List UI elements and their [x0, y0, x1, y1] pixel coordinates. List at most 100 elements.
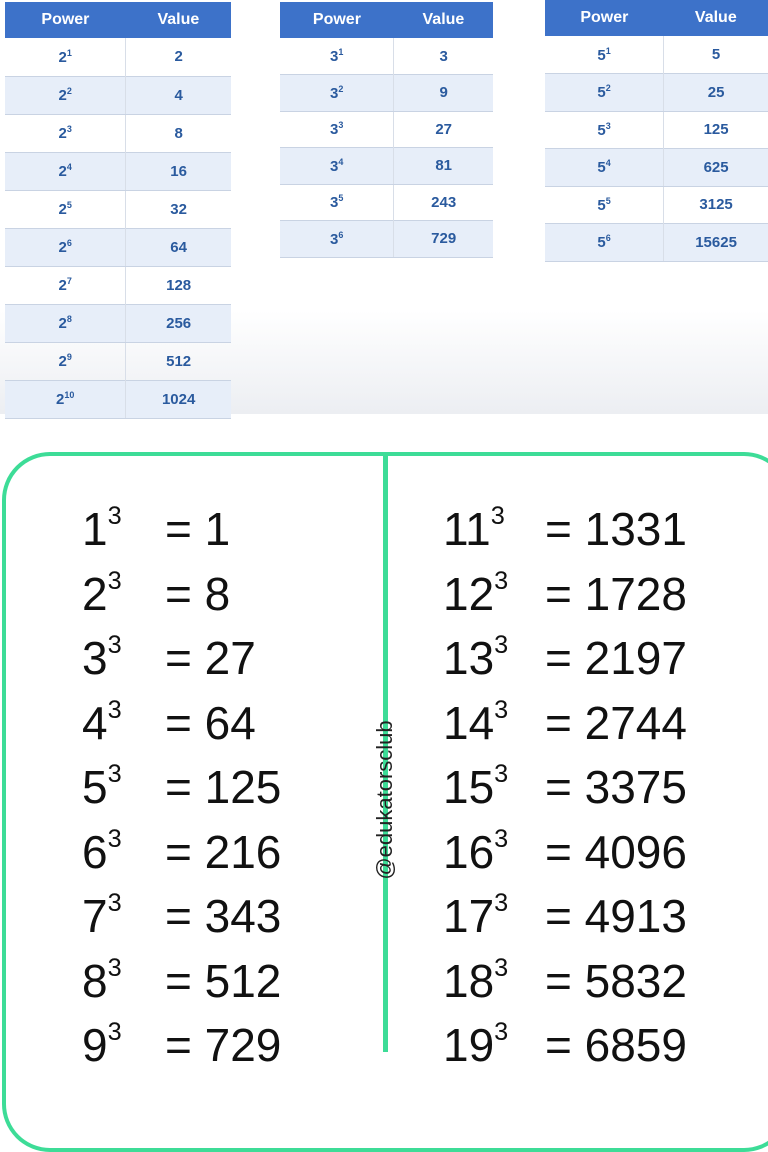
table-row: 55 3125 [545, 186, 768, 224]
value-cell: 81 [393, 147, 493, 185]
value-cell: 3 [439, 47, 448, 65]
cube-base: 163 [443, 824, 509, 878]
cube-base: 13 [82, 502, 122, 555]
power-cell: 32 [280, 74, 395, 112]
power-cell: 21 [5, 38, 127, 76]
cube-value: = 125 [165, 761, 282, 813]
power-cell: 55 [545, 186, 665, 224]
cube-value: = 729 [165, 1019, 282, 1071]
value-cell: 9 [393, 74, 493, 112]
power-cell: 210 [5, 379, 127, 419]
table-row: 36 729 [280, 220, 493, 258]
value-cell: 512 [166, 352, 192, 370]
cube-base: 113 [443, 502, 505, 555]
cube-base: 63 [82, 824, 122, 878]
value-cell: 15625 [663, 223, 768, 262]
power-cell: 51 [545, 36, 665, 74]
power-cell: 53 [545, 111, 665, 149]
table-row: 52 25 [545, 73, 768, 112]
cube-value: = 4096 [545, 825, 687, 878]
table-row: 51 5 [545, 36, 768, 74]
value-cell: 1024 [125, 379, 231, 419]
table-row: 210 1024 [5, 379, 231, 419]
watermark: @edukatorsclub [372, 720, 397, 880]
table-row: 27 128 [5, 266, 231, 304]
powers-table-1: Power Value 21 2 22 4 23 8 24 16 25 32 26 64 27 128 28 25… [5, 2, 231, 419]
cube-base: 153 [443, 760, 509, 813]
column-header: Power [545, 0, 664, 36]
power-cell: 35 [280, 184, 395, 221]
table-row: 26 64 [5, 227, 231, 267]
value-cell: 64 [125, 227, 231, 267]
table-row: 23 8 [5, 114, 231, 152]
value-cell: 32 [170, 200, 187, 218]
cube-base: 133 [443, 631, 509, 684]
power-cell: 22 [5, 75, 127, 115]
column-header: Value [393, 2, 493, 38]
cube-value: = 8 [165, 567, 231, 620]
table-header: Power Value [545, 0, 768, 36]
power-cell: 24 [5, 151, 127, 191]
cube-value: = 4913 [545, 890, 687, 942]
power-cell: 29 [5, 342, 127, 380]
cube-value: = 6859 [545, 1019, 687, 1071]
cube-base: 23 [82, 566, 122, 620]
cubes-divider [383, 452, 388, 1052]
cube-value: = 5832 [545, 954, 687, 1007]
table-row: 53 125 [545, 111, 768, 149]
value-cell: 729 [393, 220, 493, 258]
cube-base: 143 [443, 695, 509, 749]
value-cell: 5 [711, 46, 721, 63]
table-row: 34 81 [280, 147, 493, 185]
value-cell: 625 [663, 148, 768, 187]
power-cell: 26 [5, 227, 127, 267]
value-cell: 4 [125, 75, 231, 115]
table-row: 56 15625 [545, 223, 768, 262]
cube-base: 183 [443, 953, 509, 1007]
value-cell: 243 [431, 193, 457, 211]
table-row: 29 512 [5, 342, 231, 380]
table-row: 54 625 [545, 148, 768, 187]
value-cell: 16 [125, 151, 231, 191]
value-cell: 128 [166, 276, 192, 294]
cube-base: 33 [82, 631, 122, 684]
table-header: Power Value [280, 2, 493, 38]
power-cell: 54 [545, 148, 665, 187]
column-header: Value [663, 0, 768, 36]
cube-value: = 1331 [545, 503, 687, 555]
cube-base: 73 [82, 889, 122, 942]
column-header: Power [5, 2, 126, 38]
cube-base: 53 [82, 760, 122, 813]
power-cell: 52 [545, 73, 665, 112]
cube-value: = 216 [165, 825, 282, 878]
table-row: 25 32 [5, 190, 231, 228]
cube-value: = 1728 [545, 567, 687, 620]
value-cell: 256 [125, 303, 231, 343]
power-cell: 25 [5, 190, 127, 228]
power-cell: 27 [5, 266, 127, 304]
table-row: 35 243 [280, 184, 493, 221]
table-row: 24 16 [5, 151, 231, 191]
table-row: 22 4 [5, 75, 231, 115]
table-row: 31 3 [280, 38, 493, 75]
table-row: 28 256 [5, 303, 231, 343]
cube-base: 123 [443, 566, 509, 620]
power-cell: 28 [5, 303, 127, 343]
value-cell: 3125 [699, 196, 733, 214]
cube-base: 193 [443, 1018, 509, 1071]
table-header: Power Value [5, 2, 231, 38]
power-cell: 36 [280, 220, 395, 258]
value-cell: 8 [174, 124, 183, 142]
column-header: Power [280, 2, 394, 38]
cube-base: 93 [82, 1018, 122, 1071]
cube-value: = 1 [165, 503, 231, 555]
cube-value: = 343 [165, 890, 282, 942]
cube-value: = 512 [165, 954, 282, 1007]
power-cell: 23 [5, 114, 127, 152]
cube-value: = 2744 [545, 696, 687, 749]
cube-value: = 27 [165, 632, 256, 684]
powers-table-2: Power Value 31 3 32 9 33 27 34 81 35 243 36 729 [280, 2, 493, 258]
value-cell: 2 [174, 48, 183, 66]
table-row: 33 27 [280, 111, 493, 148]
value-cell: 27 [435, 120, 453, 138]
